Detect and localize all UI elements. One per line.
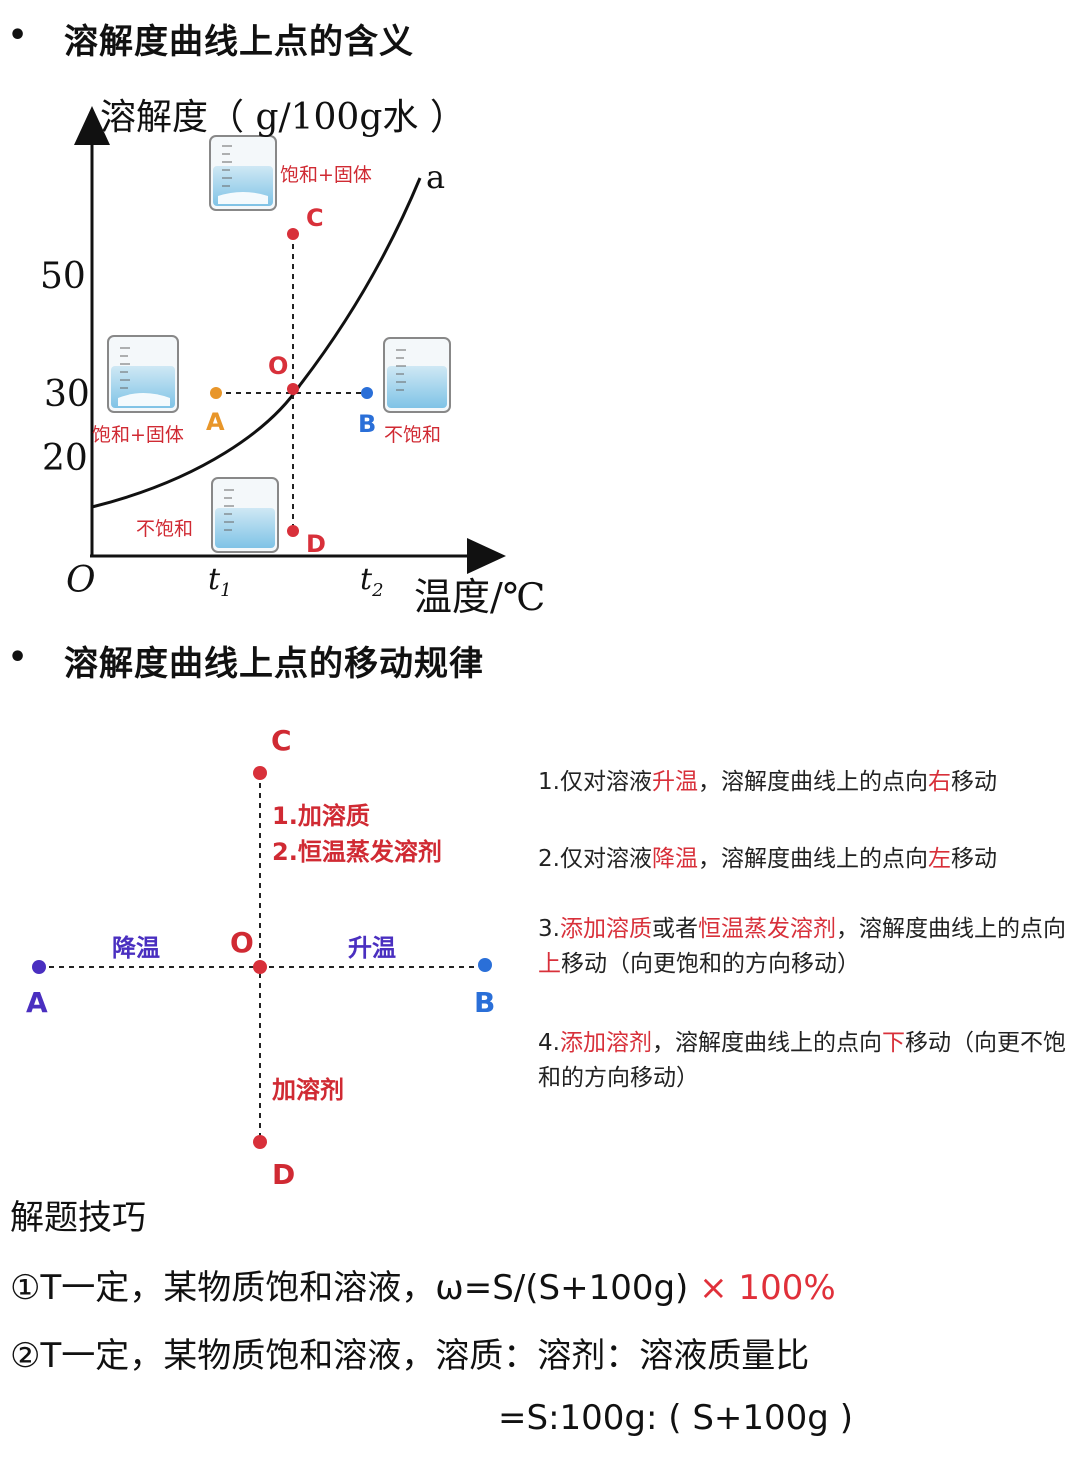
diagram-point-o [253, 960, 267, 974]
graph-point-label-a: A [206, 408, 225, 436]
diagram-label-add-solute: 1.加溶质 [272, 802, 370, 830]
tip-1: ①T一定，某物质饱和溶液，ω=S/(S+100g) × 100% [10, 1260, 836, 1309]
diagram-label-a: A [26, 986, 48, 1019]
bullet: • [8, 640, 28, 675]
rule-3-highlight-evaporate: 恒温蒸发溶剂 [697, 916, 836, 942]
diagram-label-o: O [230, 926, 254, 959]
rule-3-highlight-up: 上 [538, 951, 561, 977]
rule-2-highlight-left: 左 [927, 846, 951, 872]
rule-3-text-e: ，溶解度曲线上的点向 [835, 916, 1066, 942]
beaker-icon-left [107, 335, 179, 413]
y-axis-label: 溶解度（ g/100g水 ） [100, 97, 466, 138]
rule-1-text-a: 1.仅对溶液 [538, 769, 652, 795]
beaker-icon-top [209, 135, 277, 211]
rule-1-highlight-heat: 升温 [651, 769, 698, 795]
point-d [287, 525, 299, 537]
diagram-label-evaporate: 2.恒温蒸发溶剂 [272, 838, 442, 866]
diagram-point-b [478, 958, 492, 972]
tip-1-highlight: × 100% [699, 1268, 836, 1308]
rule-1-text-e: 移动 [950, 769, 997, 795]
rule-2-highlight-cool: 降温 [651, 846, 698, 872]
point-a [210, 387, 222, 399]
x-tick-t1-text: t [208, 562, 221, 597]
y-tick-50: 50 [40, 256, 86, 297]
beaker-label-left: 饱和+固体 [92, 424, 184, 446]
tip-2: ②T一定，某物质饱和溶液，溶质：溶剂：溶液质量比 [10, 1336, 810, 1376]
point-o [287, 383, 299, 395]
x-tick-t1: t1 [208, 562, 232, 601]
x-tick-t2: t2 [360, 562, 384, 601]
x-axis-label: 温度/℃ [414, 575, 546, 619]
rule-3-text-c: 或者 [651, 916, 698, 942]
rule-3-text-a: 3. [538, 916, 560, 942]
diagram-label-heat: 升温 [348, 934, 396, 962]
beaker-label-right: 不饱和 [384, 424, 442, 446]
rule-3-highlight-add-solute: 添加溶质 [559, 916, 652, 942]
diagram-label-add-solvent: 加溶剂 [272, 1076, 344, 1104]
rule-2-text-e: 移动 [950, 846, 997, 872]
solubility-curve-a [91, 177, 422, 509]
beaker-icon-bottom [211, 477, 279, 553]
section-title-movement: 溶解度曲线上点的移动规律 [64, 644, 484, 684]
x-tick-t1-sub: 1 [220, 580, 232, 601]
beaker-label-bottom: 不饱和 [136, 518, 194, 540]
point-b [361, 387, 373, 399]
graph-point-label-d: D [306, 530, 326, 558]
tips-title: 解题技巧 [10, 1198, 146, 1238]
rule-4-text-a: 4. [538, 1030, 560, 1056]
rule-4-highlight-down: 下 [881, 1030, 905, 1056]
rule-1-text-c: ，溶解度曲线上的点向 [697, 769, 928, 795]
x-tick-t2-sub: 2 [372, 580, 384, 601]
tip-2-continuation: =S:100g: ( S+100g ) [498, 1398, 853, 1438]
bullet: • [8, 18, 28, 53]
rule-3-text-g: 移动（向更饱和的方向移动） [561, 951, 860, 977]
diagram-label-cool: 降温 [112, 934, 160, 962]
beaker-label-top: 饱和+固体 [280, 164, 372, 186]
rule-4-text-c: ，溶解度曲线上的点向 [651, 1030, 882, 1056]
diagram-point-c [253, 766, 267, 780]
rule-2-text-c: ，溶解度曲线上的点向 [697, 846, 928, 872]
rule-1-highlight-right: 右 [927, 769, 951, 795]
rule-4-text-e: 移动（向更不饱和的方向移动） [538, 1030, 1066, 1091]
section-title-meaning: 溶解度曲线上点的含义 [64, 22, 414, 62]
diagram-point-a [32, 960, 46, 974]
graph-point-label-o: O [268, 352, 289, 380]
y-tick-30: 30 [44, 374, 90, 415]
graph-point-label-c: C [306, 204, 324, 232]
rule-1: 1.仅对溶液升温，溶解度曲线上的点向右移动 [538, 765, 1068, 800]
diagram-label-d: D [272, 1158, 296, 1191]
diagram-label-c: C [271, 724, 292, 757]
origin-label: O [66, 560, 96, 601]
solubility-graph [74, 106, 506, 574]
rule-2-text-a: 2.仅对溶液 [538, 846, 652, 872]
graph-point-label-b: B [358, 410, 377, 438]
rule-2: 2.仅对溶液降温，溶解度曲线上的点向左移动 [538, 842, 1068, 877]
y-tick-20: 20 [42, 438, 88, 479]
tip-1-text: ①T一定，某物质饱和溶液，ω=S/(S+100g) [10, 1268, 689, 1308]
curve-label-a: a [426, 158, 446, 196]
rule-4: 4.添加溶剂，溶解度曲线上的点向下移动（向更不饱和的方向移动） [538, 1026, 1068, 1096]
diagram-label-b: B [474, 986, 496, 1019]
rule-3: 3.添加溶质或者恒温蒸发溶剂，溶解度曲线上的点向上移动（向更饱和的方向移动） [538, 912, 1068, 982]
x-tick-t2-text: t [360, 562, 373, 597]
point-c [287, 228, 299, 240]
rule-4-highlight-add-solvent: 添加溶剂 [559, 1030, 652, 1056]
diagram-point-d [253, 1135, 267, 1149]
beaker-icon-right [383, 337, 451, 413]
movement-diagram [32, 766, 492, 1149]
